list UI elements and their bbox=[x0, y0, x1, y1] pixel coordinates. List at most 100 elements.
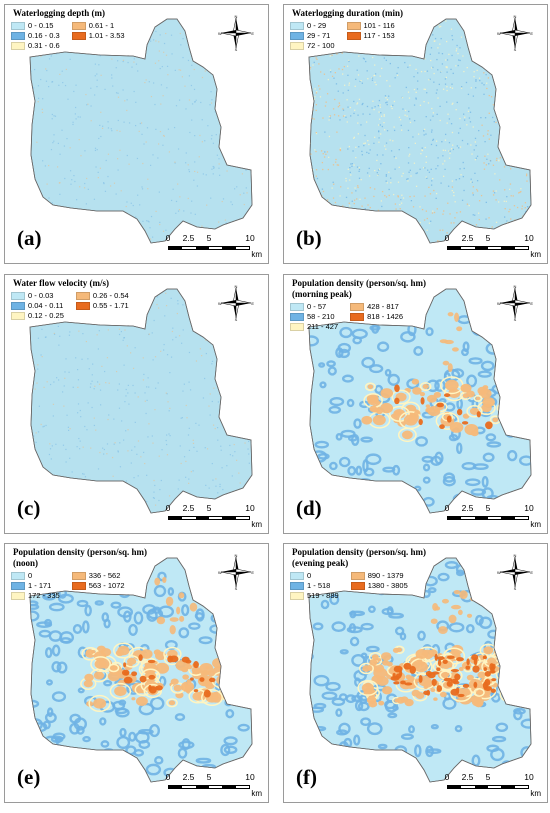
legend: 0 - 57 428 - 817 58 - 210 818 - 1426 211 - 4… bbox=[290, 302, 403, 331]
legend: 0 336 - 562 1 - 171 563 - 1072 172 - 335 bbox=[11, 571, 125, 600]
scale-bar: 0 2.5 5 10 km bbox=[162, 503, 262, 529]
legend-swatch bbox=[346, 21, 361, 30]
legend-swatch bbox=[11, 311, 25, 320]
legend-title: Water flow velocity (m/s) bbox=[13, 278, 109, 289]
north-arrow-icon: N S E W bbox=[218, 285, 254, 321]
legend-swatch bbox=[346, 31, 361, 40]
map-panel: Water flow velocity (m/s) 0 - 0.03 0.26 - … bbox=[4, 274, 269, 534]
compass-n-label: N bbox=[514, 15, 517, 19]
legend-swatch bbox=[350, 571, 365, 580]
compass-n-label: N bbox=[514, 285, 517, 289]
legend: 0 - 29 101 - 116 29 - 71 117 - 153 72 - 100 bbox=[290, 21, 395, 50]
legend-swatch bbox=[71, 31, 86, 40]
legend-swatch bbox=[11, 591, 25, 600]
legend-item: 211 - 427 bbox=[290, 322, 338, 331]
legend-item: 58 - 210 bbox=[290, 312, 338, 321]
map-panel: Population density (person/sq. hm) (noon)… bbox=[4, 543, 269, 803]
panel-label: (e) bbox=[17, 765, 41, 789]
legend-item: 0.04 - 0.11 bbox=[11, 301, 64, 310]
compass-e-label: E bbox=[530, 301, 533, 306]
legend-swatch bbox=[71, 581, 86, 590]
legend-item-label: 0 - 0.03 bbox=[28, 291, 54, 300]
legend-swatch bbox=[290, 41, 304, 50]
legend-title-line: Population density (person/sq. hm) bbox=[292, 547, 427, 557]
scale-bar-graphic bbox=[168, 516, 250, 520]
scale-bar: 0 2.5 5 10 km bbox=[441, 233, 541, 259]
scale-bar: 0 2.5 5 10 km bbox=[162, 772, 262, 798]
legend-item: 1 - 518 bbox=[290, 581, 339, 590]
scale-tick-label: 0 bbox=[165, 772, 171, 782]
legend-swatch bbox=[11, 301, 25, 310]
legend-title-line: Water flow velocity (m/s) bbox=[13, 278, 110, 288]
legend-item-label: 0.26 - 0.54 bbox=[92, 291, 129, 300]
legend-swatch bbox=[290, 31, 304, 40]
scale-unit-label: km bbox=[251, 520, 262, 529]
legend-item: 0.55 - 1.71 bbox=[75, 301, 129, 310]
compass-w-label: W bbox=[218, 301, 222, 306]
legend-item-label: 519 - 889 bbox=[307, 591, 339, 600]
scale-tick-label: 2.5 bbox=[461, 233, 474, 243]
legend-item: 0.31 - 0.6 bbox=[11, 41, 60, 50]
legend-item: 336 - 562 bbox=[71, 571, 125, 580]
scale-tick-label: 2.5 bbox=[461, 503, 474, 513]
scale-tick-label: 0 bbox=[444, 233, 450, 243]
scale-tick-label: 5 bbox=[206, 233, 212, 243]
legend-swatch bbox=[350, 581, 365, 590]
legend-item-label: 428 - 817 bbox=[367, 302, 399, 311]
legend-item: 1 - 171 bbox=[11, 581, 60, 590]
legend-item-label: 563 - 1072 bbox=[88, 581, 125, 590]
compass-e-label: E bbox=[251, 570, 254, 575]
legend-swatch bbox=[290, 322, 304, 331]
scale-tick-label: 2.5 bbox=[182, 233, 195, 243]
legend-swatch bbox=[290, 21, 304, 30]
legend-swatch bbox=[290, 581, 304, 590]
panel-label: (b) bbox=[296, 226, 322, 250]
compass-s-label: S bbox=[235, 47, 238, 51]
scale-tick-label: 0 bbox=[444, 503, 450, 513]
legend-swatch bbox=[71, 21, 86, 30]
scale-bar-graphic bbox=[447, 246, 529, 250]
legend-item-label: 211 - 427 bbox=[307, 322, 339, 331]
legend-item-label: 0.31 - 0.6 bbox=[28, 41, 60, 50]
legend: 0 - 0.15 0.61 - 1 0.16 - 0.3 1.01 - 3.53 0.3… bbox=[11, 21, 125, 50]
legend-swatch bbox=[71, 571, 86, 580]
legend-title: Population density (person/sq. hm) (morni… bbox=[292, 278, 426, 300]
legend-title: Waterlogging duration (min) bbox=[292, 8, 403, 19]
legend-swatch bbox=[350, 302, 365, 311]
legend-swatch bbox=[290, 571, 304, 580]
legend-item-label: 72 - 100 bbox=[307, 41, 335, 50]
compass-w-label: W bbox=[218, 31, 222, 36]
legend-item-label: 0.16 - 0.3 bbox=[28, 31, 60, 40]
legend-item: 0 bbox=[11, 571, 60, 580]
compass-w-label: W bbox=[497, 301, 501, 306]
compass-s-label: S bbox=[514, 317, 517, 321]
legend-item: 0.26 - 0.54 bbox=[75, 291, 129, 300]
legend-title-line: Waterlogging depth (m) bbox=[13, 8, 105, 18]
legend-item: 72 - 100 bbox=[290, 41, 335, 50]
legend-swatch bbox=[11, 291, 25, 300]
legend-item-label: 0 - 29 bbox=[307, 21, 327, 30]
legend-title: Population density (person/sq. hm) (noon) bbox=[13, 547, 147, 569]
map-panel: Population density (person/sq. hm) (eveni… bbox=[283, 543, 548, 803]
scale-bar-graphic bbox=[168, 246, 250, 250]
legend-item: 0 - 57 bbox=[290, 302, 338, 311]
legend-item: 117 - 153 bbox=[346, 31, 395, 40]
scale-tick-label: 5 bbox=[485, 233, 491, 243]
legend-item-label: 172 - 335 bbox=[28, 591, 60, 600]
legend-swatch bbox=[290, 302, 304, 311]
study-area-map bbox=[308, 18, 532, 244]
scale-bar-graphic bbox=[447, 785, 529, 789]
legend-title-line: (noon) bbox=[13, 558, 39, 568]
legend-swatch bbox=[75, 301, 90, 310]
legend-swatch bbox=[11, 581, 25, 590]
compass-s-label: S bbox=[235, 586, 238, 590]
scale-tick-label: 10 bbox=[524, 503, 534, 513]
north-arrow-icon: N S E W bbox=[497, 15, 533, 51]
legend-item: 0.16 - 0.3 bbox=[11, 31, 60, 40]
map-panel: Population density (person/sq. hm) (morni… bbox=[283, 274, 548, 534]
legend-item-label: 0.04 - 0.11 bbox=[28, 301, 64, 310]
scale-tick-label: 10 bbox=[245, 503, 255, 513]
legend-item-label: 58 - 210 bbox=[307, 312, 335, 321]
study-area-map bbox=[308, 557, 532, 783]
study-area-map bbox=[29, 557, 253, 783]
